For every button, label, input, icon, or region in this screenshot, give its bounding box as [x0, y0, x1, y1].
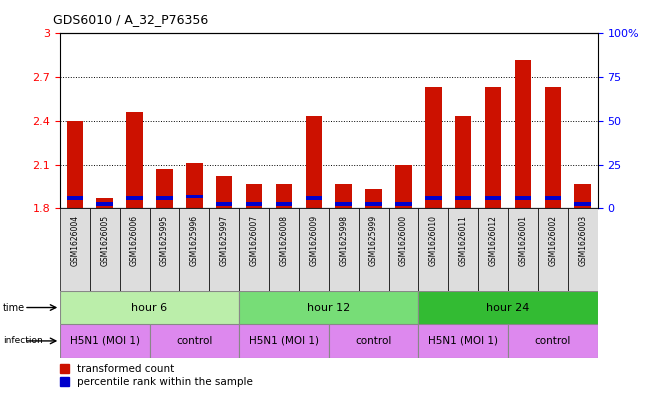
Bar [126, 112, 143, 208]
Bar [156, 196, 173, 200]
Bar [239, 291, 419, 324]
Text: H5N1 (MOI 1): H5N1 (MOI 1) [428, 336, 498, 346]
Bar [389, 208, 419, 291]
Bar [60, 324, 150, 358]
Text: GSM1626011: GSM1626011 [459, 215, 467, 266]
Bar [425, 196, 441, 200]
Bar [365, 189, 381, 208]
Text: GSM1626000: GSM1626000 [399, 215, 408, 266]
Bar [335, 202, 352, 206]
Text: H5N1 (MOI 1): H5N1 (MOI 1) [249, 336, 319, 346]
Bar [209, 208, 239, 291]
Bar [126, 196, 143, 200]
Bar [359, 208, 389, 291]
Bar [515, 196, 531, 200]
Text: H5N1 (MOI 1): H5N1 (MOI 1) [70, 336, 140, 346]
Text: GSM1625996: GSM1625996 [190, 215, 199, 266]
Bar [269, 208, 299, 291]
Bar [329, 208, 359, 291]
Bar [239, 208, 269, 291]
Bar [66, 121, 83, 208]
Bar [239, 324, 329, 358]
Bar [455, 116, 471, 208]
Text: GSM1626007: GSM1626007 [249, 215, 258, 266]
Text: GSM1626010: GSM1626010 [429, 215, 438, 266]
Bar [156, 169, 173, 208]
Bar [515, 60, 531, 208]
Bar [395, 202, 411, 206]
Text: control: control [176, 336, 212, 346]
Bar [419, 291, 598, 324]
Bar [449, 208, 478, 291]
Text: GSM1626003: GSM1626003 [578, 215, 587, 266]
Text: hour 12: hour 12 [307, 303, 350, 312]
Bar [299, 208, 329, 291]
Bar [246, 202, 262, 206]
Bar [545, 196, 561, 200]
Bar [419, 208, 449, 291]
Text: GSM1625995: GSM1625995 [160, 215, 169, 266]
Bar [574, 184, 591, 208]
Bar [216, 176, 232, 208]
Text: GSM1625999: GSM1625999 [369, 215, 378, 266]
Bar [60, 208, 90, 291]
Bar [419, 324, 508, 358]
Bar [395, 165, 411, 208]
Text: GSM1626008: GSM1626008 [279, 215, 288, 266]
Text: control: control [534, 336, 571, 346]
Text: GSM1626004: GSM1626004 [70, 215, 79, 266]
Bar [216, 202, 232, 206]
Text: GSM1626009: GSM1626009 [309, 215, 318, 266]
Bar [276, 202, 292, 206]
Text: time: time [3, 303, 25, 312]
Bar [150, 208, 180, 291]
Bar [180, 208, 209, 291]
Bar [455, 196, 471, 200]
Bar [365, 202, 381, 206]
Legend: transformed count, percentile rank within the sample: transformed count, percentile rank withi… [59, 363, 255, 388]
Bar [485, 87, 501, 208]
Bar [329, 324, 419, 358]
Bar [538, 208, 568, 291]
Bar [150, 324, 239, 358]
Bar [96, 202, 113, 206]
Bar [568, 208, 598, 291]
Text: GSM1626006: GSM1626006 [130, 215, 139, 266]
Bar [508, 208, 538, 291]
Text: GSM1625997: GSM1625997 [219, 215, 229, 266]
Bar [485, 196, 501, 200]
Text: GSM1626001: GSM1626001 [518, 215, 527, 266]
Bar [574, 202, 591, 206]
Bar [425, 87, 441, 208]
Bar [186, 195, 202, 198]
Bar [66, 196, 83, 200]
Text: control: control [355, 336, 392, 346]
Bar [96, 198, 113, 208]
Bar [508, 324, 598, 358]
Bar [545, 87, 561, 208]
Bar [186, 163, 202, 208]
Bar [246, 184, 262, 208]
Text: GSM1626012: GSM1626012 [488, 215, 497, 266]
Bar [305, 196, 322, 200]
Text: GDS6010 / A_32_P76356: GDS6010 / A_32_P76356 [53, 13, 208, 26]
Bar [335, 184, 352, 208]
Text: infection: infection [3, 336, 43, 345]
Text: GSM1626005: GSM1626005 [100, 215, 109, 266]
Text: hour 6: hour 6 [132, 303, 167, 312]
Bar [478, 208, 508, 291]
Bar [305, 116, 322, 208]
Bar [90, 208, 120, 291]
Text: GSM1626002: GSM1626002 [548, 215, 557, 266]
Bar [60, 291, 239, 324]
Text: hour 24: hour 24 [486, 303, 530, 312]
Bar [120, 208, 150, 291]
Bar [276, 184, 292, 208]
Text: GSM1625998: GSM1625998 [339, 215, 348, 266]
